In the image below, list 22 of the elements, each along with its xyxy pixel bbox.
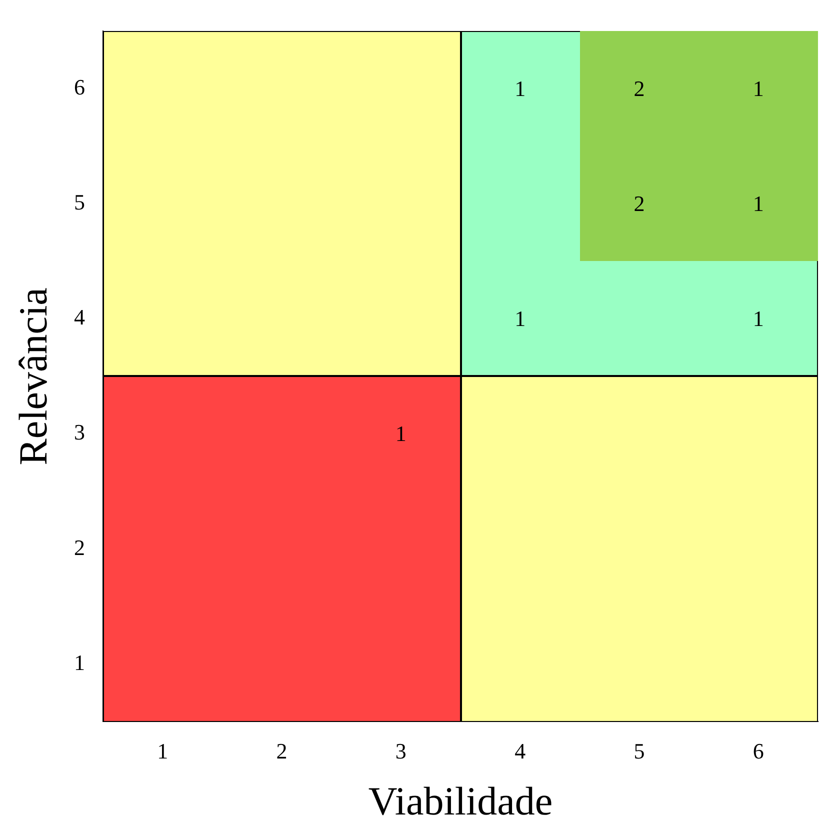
x-tick-label: 4 (514, 738, 526, 764)
x-tick-label: 5 (634, 738, 645, 764)
y-tick-label: 2 (74, 534, 85, 560)
data-label: 2 (634, 76, 645, 101)
y-tick-label: 6 (74, 74, 85, 100)
x-tick-label: 2 (276, 738, 288, 764)
y-tick-label: 5 (74, 190, 85, 215)
data-label: 1 (752, 306, 764, 331)
y-axis-title: Relevância (10, 287, 56, 466)
y-tick-label: 4 (74, 304, 85, 330)
data-label: 2 (634, 190, 645, 216)
x-tick-label: 3 (395, 738, 406, 764)
y-tick-label: 1 (74, 650, 85, 675)
data-label: 1 (514, 76, 526, 101)
y-tick-label: 3 (74, 420, 85, 445)
data-label: 1 (514, 306, 526, 331)
data-label: 1 (752, 76, 764, 101)
data-label: 1 (752, 190, 764, 216)
x-axis-title: Viabilidade (368, 778, 553, 824)
data-label: 1 (395, 420, 406, 446)
x-tick-label: 6 (752, 738, 764, 764)
x-tick-label: 1 (157, 738, 168, 764)
